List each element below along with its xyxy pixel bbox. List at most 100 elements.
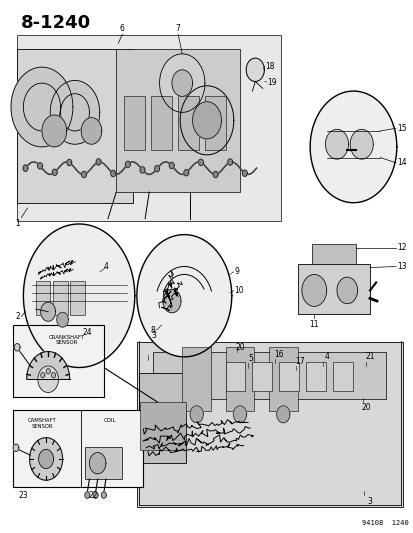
- Polygon shape: [24, 224, 135, 368]
- Polygon shape: [233, 406, 246, 423]
- Bar: [178, 96, 198, 150]
- Text: 13: 13: [396, 262, 406, 271]
- Polygon shape: [40, 373, 45, 378]
- Polygon shape: [57, 312, 68, 327]
- Polygon shape: [198, 159, 203, 166]
- Bar: [53, 281, 67, 316]
- Polygon shape: [29, 438, 62, 480]
- Polygon shape: [309, 91, 396, 203]
- Text: 20: 20: [360, 403, 370, 412]
- Polygon shape: [81, 118, 102, 144]
- Text: 20: 20: [235, 343, 244, 352]
- Polygon shape: [38, 163, 43, 169]
- Polygon shape: [154, 165, 159, 172]
- Polygon shape: [101, 492, 106, 498]
- Polygon shape: [38, 449, 53, 469]
- Polygon shape: [46, 368, 50, 374]
- Bar: [225, 362, 245, 391]
- Text: 2: 2: [16, 312, 21, 321]
- Bar: [305, 362, 325, 391]
- Text: 24: 24: [82, 328, 92, 337]
- Polygon shape: [140, 167, 145, 173]
- Bar: [278, 362, 298, 391]
- Polygon shape: [336, 277, 357, 304]
- Polygon shape: [13, 444, 19, 451]
- Bar: [116, 49, 240, 192]
- Bar: [124, 96, 145, 150]
- Bar: [332, 362, 352, 391]
- Polygon shape: [159, 54, 204, 112]
- Polygon shape: [26, 352, 69, 379]
- Bar: [139, 373, 186, 463]
- Bar: [151, 96, 171, 150]
- Polygon shape: [125, 161, 130, 167]
- Polygon shape: [50, 80, 100, 144]
- Polygon shape: [51, 373, 55, 378]
- Text: 7: 7: [175, 23, 180, 33]
- Bar: [85, 447, 122, 479]
- Polygon shape: [93, 492, 98, 498]
- Polygon shape: [169, 162, 174, 168]
- Polygon shape: [301, 274, 326, 306]
- Text: 17: 17: [294, 357, 304, 366]
- Bar: [17, 49, 133, 203]
- Polygon shape: [40, 302, 55, 321]
- Polygon shape: [242, 170, 247, 176]
- Text: 3: 3: [151, 331, 155, 340]
- Text: 9: 9: [234, 268, 239, 276]
- Bar: [13, 410, 143, 487]
- Polygon shape: [85, 492, 90, 498]
- Bar: [182, 348, 211, 411]
- Text: 4: 4: [323, 352, 328, 361]
- Text: 8-1240: 8-1240: [21, 14, 91, 32]
- Text: 10: 10: [234, 286, 244, 295]
- Bar: [13, 325, 104, 397]
- Polygon shape: [38, 366, 58, 392]
- Bar: [153, 352, 386, 399]
- Bar: [204, 96, 225, 150]
- Polygon shape: [276, 406, 289, 423]
- Polygon shape: [89, 453, 106, 474]
- Polygon shape: [227, 159, 232, 165]
- Text: 3: 3: [367, 497, 372, 506]
- Bar: [311, 244, 355, 264]
- Text: 14: 14: [396, 158, 406, 167]
- Polygon shape: [23, 83, 60, 131]
- Text: 8: 8: [150, 326, 155, 335]
- Text: CRANKSHAFT
SENSOR: CRANKSHAFT SENSOR: [48, 335, 85, 345]
- Polygon shape: [183, 169, 188, 176]
- Polygon shape: [11, 67, 73, 147]
- Text: 1: 1: [15, 219, 20, 228]
- Text: CAMSHAFT
SENSOR: CAMSHAFT SENSOR: [28, 418, 56, 429]
- Bar: [36, 281, 50, 316]
- Bar: [268, 348, 297, 411]
- Bar: [225, 348, 254, 411]
- Polygon shape: [17, 35, 280, 221]
- Text: 19: 19: [266, 77, 276, 86]
- Text: 15: 15: [396, 124, 406, 133]
- Polygon shape: [162, 289, 180, 313]
- Polygon shape: [110, 171, 115, 176]
- Polygon shape: [190, 406, 203, 423]
- Bar: [137, 342, 402, 507]
- Polygon shape: [246, 58, 264, 82]
- Polygon shape: [81, 171, 86, 177]
- Bar: [252, 362, 271, 391]
- Text: 16: 16: [274, 350, 283, 359]
- Polygon shape: [42, 115, 66, 147]
- Polygon shape: [52, 169, 57, 175]
- Text: 4: 4: [103, 262, 108, 271]
- Text: 6: 6: [120, 23, 125, 33]
- Polygon shape: [213, 171, 218, 177]
- Bar: [297, 264, 369, 314]
- Polygon shape: [60, 94, 89, 131]
- Polygon shape: [192, 102, 221, 139]
- Text: 23: 23: [19, 491, 28, 500]
- Bar: [70, 281, 85, 316]
- Text: 11: 11: [309, 320, 318, 329]
- Polygon shape: [180, 86, 233, 155]
- Polygon shape: [23, 165, 28, 171]
- Text: 12: 12: [396, 244, 405, 253]
- Text: 21: 21: [364, 352, 374, 361]
- Polygon shape: [66, 159, 71, 166]
